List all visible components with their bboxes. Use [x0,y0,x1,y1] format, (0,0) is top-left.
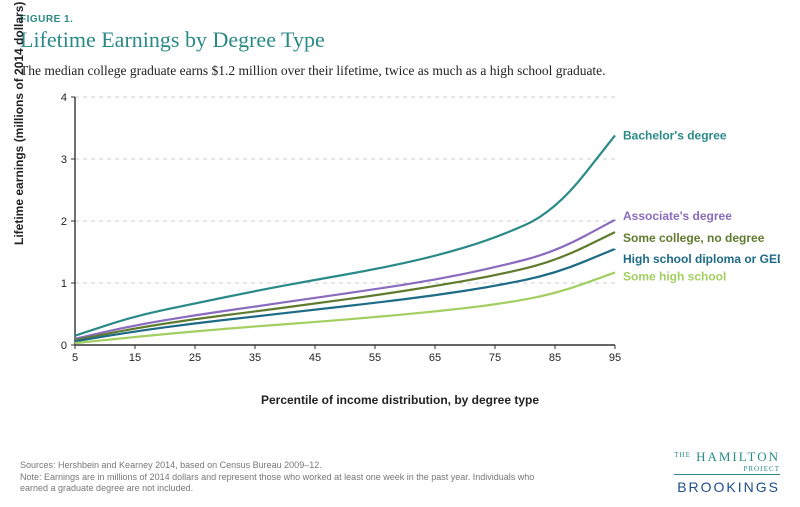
svg-text:1: 1 [61,278,67,290]
svg-text:0: 0 [61,340,67,352]
hamilton-main: HAMILTON [696,449,780,464]
series-some_college [75,232,615,340]
svg-text:75: 75 [489,352,501,364]
svg-text:35: 35 [249,352,261,364]
x-axis-label: Percentile of income distribution, by de… [20,393,780,407]
series-label-associates: Associate's degree [623,209,732,223]
hamilton-the: THE [674,451,691,459]
hamilton-sub: PROJECT [674,465,780,473]
svg-text:2: 2 [61,216,67,228]
brookings-logo: BROOKINGS [674,479,780,495]
hamilton-logo: THE HAMILTON PROJECT [674,449,780,475]
svg-text:15: 15 [129,352,141,364]
note-line: Note: Earnings are in millions of 2014 d… [20,472,540,495]
figure-label: FIGURE 1. [20,14,782,25]
svg-text:65: 65 [429,352,441,364]
chart-area: Lifetime earnings (millions of 2014 doll… [20,85,780,405]
series-label-some_college: Some college, no degree [623,231,765,245]
footnotes: Sources: Hershbein and Kearney 2014, bas… [20,460,540,495]
line-chart-svg: 012345152535455565758595Bachelor's degre… [20,85,780,385]
svg-text:95: 95 [609,352,621,364]
chart-title: Lifetime Earnings by Degree Type [20,27,782,53]
series-label-high_school: High school diploma or GED [623,252,780,266]
chart-subtitle: The median college graduate earns $1.2 m… [20,63,782,79]
svg-text:85: 85 [549,352,561,364]
series-label-bachelors: Bachelor's degree [623,128,727,142]
series-high_school [75,249,615,341]
svg-text:45: 45 [309,352,321,364]
svg-text:55: 55 [369,352,381,364]
series-label-some_hs: Some high school [623,269,726,283]
logo-block: THE HAMILTON PROJECT BROOKINGS [674,449,780,495]
y-axis-label: Lifetime earnings (millions of 2014 doll… [12,2,26,245]
svg-text:5: 5 [72,352,78,364]
series-associates [75,220,615,339]
svg-text:3: 3 [61,154,67,166]
sources-line: Sources: Hershbein and Kearney 2014, bas… [20,460,540,472]
svg-text:25: 25 [189,352,201,364]
svg-text:4: 4 [61,92,67,104]
